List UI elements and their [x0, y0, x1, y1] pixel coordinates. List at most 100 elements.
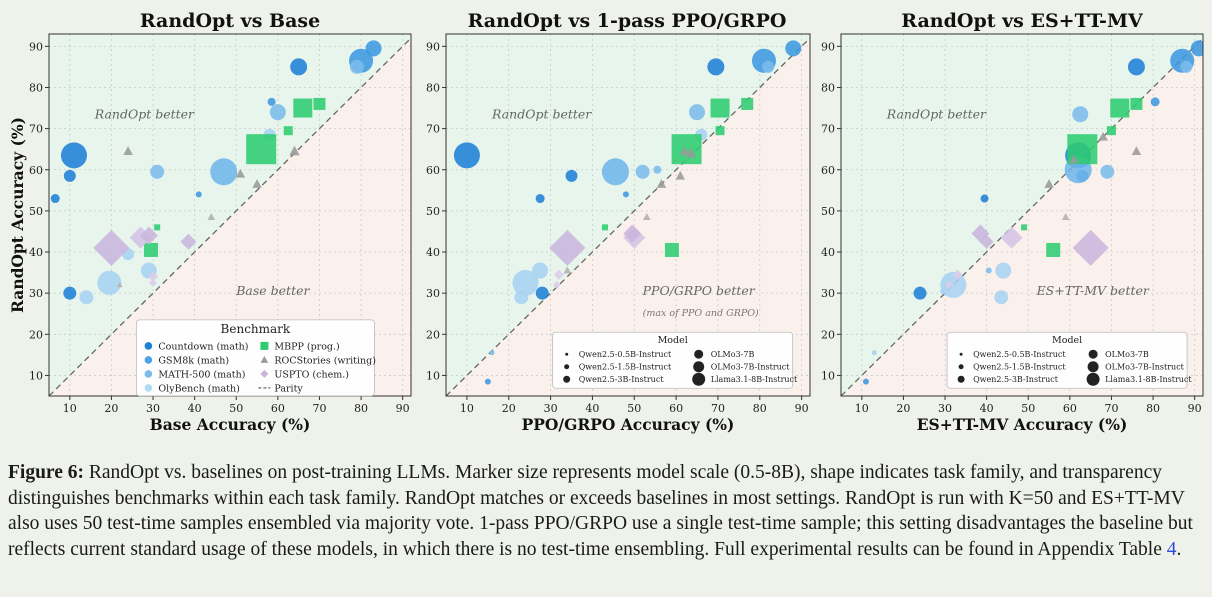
data-point [63, 169, 76, 182]
data-point [143, 242, 158, 257]
data-point [1131, 146, 1142, 155]
region-randopt-better [446, 34, 810, 396]
data-point [871, 350, 877, 356]
legend-marker [565, 352, 569, 356]
data-point [349, 59, 364, 74]
data-point [453, 142, 480, 169]
x-tick-label: 70 [312, 402, 326, 415]
data-point [995, 262, 1012, 279]
legend-label: OlyBench (math) [158, 383, 239, 394]
y-tick-label: 40 [426, 246, 440, 259]
data-point [50, 194, 60, 204]
data-point [685, 147, 696, 158]
x-tick-label: 40 [585, 402, 599, 415]
data-point [980, 194, 989, 203]
data-point [601, 158, 629, 186]
chart-panel-2: RandOpt better PPO/GRPO better (max of PPO… [426, 10, 811, 434]
legend-marker [260, 341, 269, 350]
data-point [139, 226, 158, 245]
data-point [123, 146, 133, 155]
legend-title: Model [658, 335, 688, 346]
y-tick-label: 90 [426, 40, 440, 53]
data-point [290, 58, 308, 76]
data-point [945, 280, 954, 289]
region-label-top: RandOpt better [886, 106, 987, 121]
y-tick-label: 60 [821, 164, 835, 177]
data-point [60, 142, 87, 169]
chart-title: RandOpt vs ES+TT-MV [901, 10, 1144, 32]
data-point [549, 229, 586, 266]
data-point [180, 233, 197, 250]
y-tick-label: 20 [821, 328, 835, 341]
chart-panel-1: RandOpt better Base better 10 20 30 40 50 60 70 8… [8, 10, 412, 434]
parity-line [841, 37, 1203, 396]
data-point [979, 234, 994, 249]
legend-marker [693, 361, 705, 373]
y-tick-label: 30 [29, 287, 43, 300]
legend-marker [1086, 372, 1100, 386]
data-point [63, 286, 77, 300]
legend-label: Qwen2.5-1.5B-Instruct [579, 363, 672, 372]
x-tick-label: 30 [544, 402, 558, 415]
x-tick-label: 50 [1021, 402, 1035, 415]
legend-label: MBPP (prog.) [274, 341, 339, 352]
legend-marker [959, 352, 963, 356]
data-point [210, 158, 238, 186]
data-points [453, 40, 802, 385]
data-point [952, 269, 963, 280]
figure-caption: Figure 6: RandOpt vs. baselines on post-… [8, 460, 1206, 562]
data-point [913, 286, 927, 300]
x-tick-label: 30 [938, 402, 952, 415]
data-points [50, 40, 382, 305]
appendix-table-link[interactable]: 4 [1166, 538, 1177, 560]
x-tick-label: 60 [669, 402, 683, 415]
region-baseline-better [49, 34, 411, 396]
data-point [535, 286, 549, 300]
data-point [741, 97, 754, 110]
region-label-bottom: ES+TT-MV better [1036, 283, 1150, 298]
data-point [679, 146, 690, 155]
data-point [532, 262, 549, 279]
legend-marker [144, 370, 153, 378]
data-point [653, 165, 662, 174]
data-point [1072, 106, 1089, 123]
data-point [1190, 40, 1203, 57]
y-tick-label: 80 [29, 81, 43, 94]
region-randopt-better [841, 34, 1203, 396]
y-tick-label: 40 [29, 246, 43, 259]
legend-marker [144, 342, 153, 350]
legend-label: Qwen2.5-3B-Instruct [579, 375, 665, 384]
chart-panel-3: RandOpt better ES+TT-MV better 10 20 30 40 50 6… [821, 10, 1204, 434]
legend-marker [958, 364, 964, 370]
data-point [664, 242, 679, 257]
data-point [313, 97, 326, 110]
data-point [235, 168, 246, 178]
y-tick-label: 10 [29, 369, 43, 382]
y-tick-label: 80 [426, 81, 440, 94]
legend-label: Llama3.1-8B-Instruct [711, 375, 798, 384]
y-tick-label: 80 [821, 81, 835, 94]
region-label-bottom: PPO/GRPO better [642, 283, 756, 298]
data-point [1061, 213, 1070, 221]
data-point [1046, 242, 1061, 257]
data-point [623, 224, 642, 243]
legend-marker [957, 375, 965, 383]
data-point [535, 194, 545, 204]
x-tick-label: 90 [1188, 402, 1202, 415]
data-point [785, 40, 802, 57]
y-tick-label: 30 [821, 287, 835, 300]
x-tick-label: 20 [104, 402, 118, 415]
chart-title: RandOpt vs 1-pass PPO/GRPO [468, 10, 787, 32]
region-label-top: RandOpt better [491, 106, 592, 121]
legend-label: OLMo3-7B-Instruct [1105, 363, 1185, 372]
data-point [1069, 154, 1079, 164]
legend-label: ROCStories (writing) [274, 355, 376, 366]
data-point [246, 134, 277, 165]
legend-marker [564, 364, 570, 370]
data-point [565, 169, 578, 182]
legend-label: MATH-500 (math) [158, 369, 245, 380]
x-tick-label: 50 [229, 402, 243, 415]
legend-label: OLMo3-7B [1105, 350, 1149, 359]
x-tick-label: 80 [354, 402, 368, 415]
region-label-bottom: Base better [235, 283, 310, 298]
